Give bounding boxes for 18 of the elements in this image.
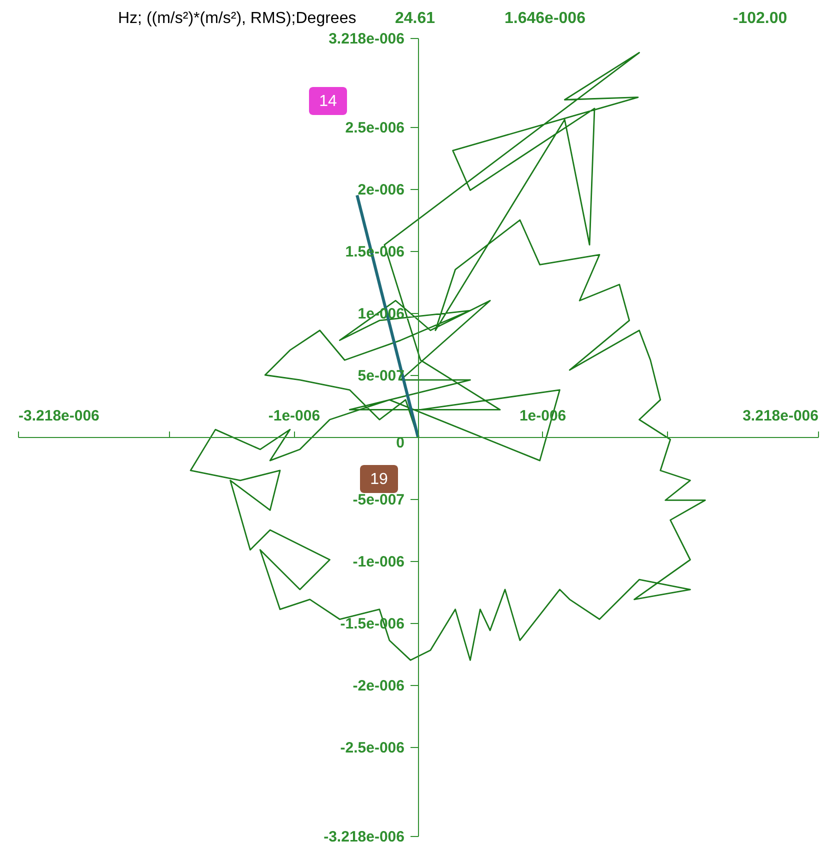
annotation: 14 [319, 93, 337, 110]
chart-title: Hz; ((m/s²)*(m/s²), RMS);Degrees [118, 10, 356, 27]
y-tick-label: 3.218e-006 [328, 30, 404, 48]
x-tick-label: -3.218e-006 [18, 408, 100, 424]
y-tick-label: -1e-006 [352, 553, 404, 570]
y-tick-label: 2e-006 [358, 182, 404, 199]
text: 24.61 [394, 10, 436, 27]
y-tick-label: -2.5e-006 [340, 739, 404, 756]
line-series [190, 52, 706, 661]
x-tick-label: -1e-006 [268, 408, 320, 424]
y-tick-label: -5e-007 [352, 491, 404, 508]
annotation: 19 [370, 471, 388, 488]
y-tick-label: 2.5e-006 [345, 120, 404, 137]
text: -102.00 [732, 10, 788, 27]
y-tick-label: -3.218e-006 [324, 828, 404, 846]
text: 1.646e-006 [504, 10, 586, 27]
y-tick-label: -2e-006 [352, 677, 404, 694]
x-tick-label: 3.218e-006 [742, 408, 818, 424]
